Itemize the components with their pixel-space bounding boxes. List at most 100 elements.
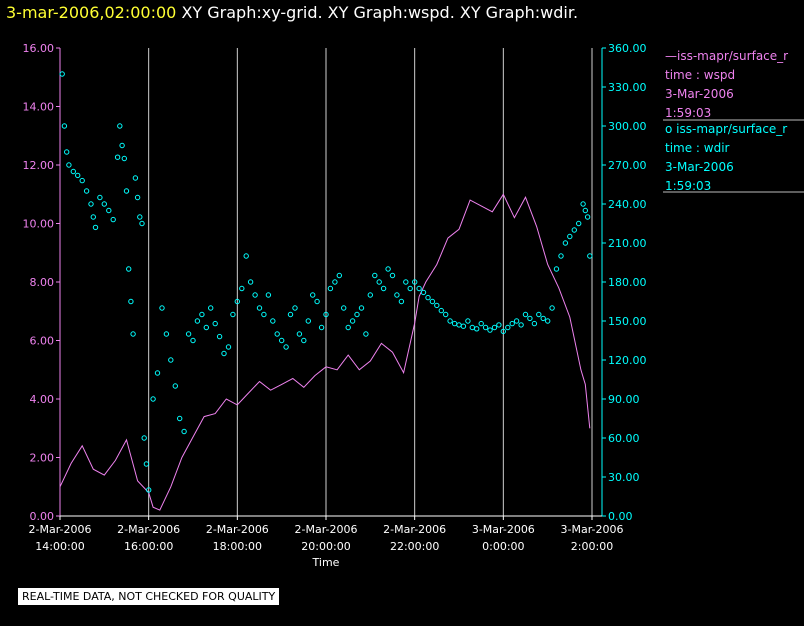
wdir-point: [139, 220, 145, 227]
wdir-point: [491, 324, 498, 331]
wdir-point: [385, 266, 391, 272]
wdir-point: [367, 292, 373, 298]
wdir-point: [114, 154, 121, 160]
chart-header: 3-mar-2006,02:00:00 XY Graph:xy-grid. XY…: [6, 3, 578, 22]
wdir-point: [518, 322, 524, 328]
wdir-point: [287, 311, 294, 318]
wdir-point: [265, 292, 272, 298]
wdir-point: [522, 311, 529, 318]
wdir-point: [358, 305, 365, 311]
wdir-point: [66, 162, 72, 168]
wdir-point: [59, 71, 65, 77]
wdir-point: [230, 311, 236, 318]
x-axis-label: Time: [312, 556, 340, 569]
wdir-point: [509, 320, 515, 327]
right-tick-label: 330.00: [608, 81, 647, 94]
wdir-point: [292, 305, 298, 311]
wdir-point: [92, 224, 99, 231]
wdir-point: [216, 333, 223, 340]
wdir-point: [106, 207, 112, 214]
wdir-point: [403, 279, 409, 285]
wdir-point: [70, 168, 77, 175]
wdir-point: [225, 344, 232, 350]
wdir-point: [208, 305, 214, 311]
wdir-point: [310, 292, 316, 298]
wdir-point: [243, 253, 249, 259]
wdir-point: [416, 285, 422, 292]
wdir-point: [212, 320, 218, 327]
wdir-point: [372, 272, 378, 279]
wdir-point: [88, 201, 94, 207]
wdir-point: [562, 240, 569, 246]
wdir-point: [531, 320, 538, 327]
wdir-point: [134, 194, 141, 201]
wdir-point: [380, 285, 387, 292]
wdir-point: [363, 331, 369, 337]
wdir-point: [469, 324, 475, 331]
wdir-point: [83, 188, 90, 194]
x-tick-time: 18:00:00: [213, 540, 262, 553]
wspd-line: [59, 193, 591, 511]
wdir-point: [270, 318, 276, 324]
legend-wspd-clock: 1:59:03: [665, 106, 712, 120]
right-tick-label: 210.00: [608, 237, 647, 250]
wdir-point: [354, 311, 360, 318]
x-tick-time: 0:00:00: [482, 540, 524, 553]
left-tick-label: 0.00: [30, 510, 55, 523]
wdir-point: [587, 253, 593, 259]
wdir-point: [279, 337, 285, 344]
right-tick-label: 300.00: [608, 120, 647, 133]
legend-wspd-source: iss-mapr/surface_r: [677, 49, 789, 63]
wdir-point: [412, 279, 418, 285]
left-tick-label: 10.00: [23, 218, 55, 231]
wspd-line-symbol: —: [665, 49, 677, 63]
wdir-point: [345, 324, 351, 331]
wdir-point: [429, 298, 436, 305]
legend-wdir-date: 3-Mar-2006: [665, 160, 734, 174]
legend-wspd-date: 3-Mar-2006: [665, 87, 734, 101]
wdir-point: [376, 279, 382, 285]
wdir-point: [177, 415, 183, 422]
wdir-point: [121, 155, 128, 162]
left-tick-label: 12.00: [23, 159, 55, 172]
wdir-point: [394, 292, 400, 298]
x-tick-date: 2-Mar-2006: [206, 523, 269, 536]
wdir-point: [465, 318, 471, 324]
wdir-point: [79, 177, 85, 184]
quality-disclaimer: REAL-TIME DATA, NOT CHECKED FOR QUALITY: [18, 588, 280, 605]
left-tick-label: 4.00: [30, 393, 55, 406]
wdir-point: [505, 324, 511, 331]
wdir-point: [425, 294, 431, 301]
left-tick-label: 2.00: [30, 452, 55, 465]
wdir-point: [332, 279, 338, 285]
legend-entry-wdir: o iss-mapr/surface_r time : wdir 3-Mar-2…: [665, 120, 787, 196]
wdir-point: [163, 331, 170, 337]
wdir-point: [119, 142, 125, 149]
wdir-point: [584, 214, 591, 220]
wdir-point: [478, 320, 484, 327]
wdir-point: [239, 285, 245, 292]
wdir-point: [194, 318, 201, 324]
right-tick-label: 90.00: [608, 393, 640, 406]
wdir-point: [141, 435, 147, 441]
wdir-point: [154, 370, 161, 376]
left-tick-label: 14.00: [23, 101, 55, 114]
wdir-point: [500, 328, 506, 335]
wdir-point: [168, 357, 174, 363]
wdir-point: [126, 266, 132, 272]
wdir-point: [389, 272, 396, 279]
x-tick-time: 20:00:00: [301, 540, 350, 553]
right-tick-label: 0.00: [608, 510, 633, 523]
wdir-point: [318, 324, 325, 331]
wdir-point: [123, 188, 130, 194]
tick-labels: 0.00 2.00 4.00 6.00 8.00 10.00 12.00 14.00 16.00…: [23, 42, 647, 569]
wdir-point: [513, 318, 520, 324]
wdir-point: [341, 305, 347, 311]
left-tick-label: 16.00: [23, 42, 55, 55]
wdir-point: [274, 331, 280, 337]
wdir-point: [75, 172, 81, 179]
right-tick-label: 30.00: [608, 471, 640, 484]
left-tick-label: 6.00: [30, 335, 55, 348]
x-tick-date: 2-Mar-2006: [383, 523, 446, 536]
x-tick-time: 14:00:00: [35, 540, 84, 553]
